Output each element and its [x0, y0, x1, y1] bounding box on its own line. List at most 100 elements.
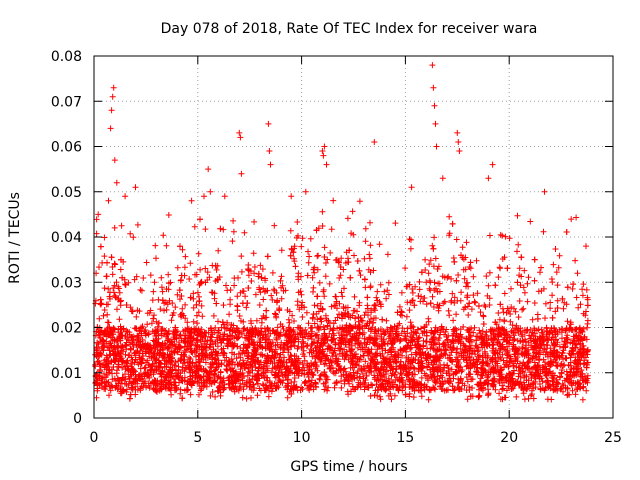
- data-point: [190, 295, 197, 302]
- data-point: [463, 239, 470, 246]
- data-point: [194, 289, 201, 296]
- data-point: [344, 304, 351, 311]
- data-point: [584, 317, 591, 324]
- data-point: [361, 312, 368, 319]
- data-point: [198, 302, 205, 309]
- data-point: [300, 347, 307, 354]
- data-point: [563, 301, 570, 308]
- data-point: [574, 270, 581, 277]
- data-point: [323, 315, 329, 322]
- data-point: [287, 227, 294, 234]
- data-point: [231, 282, 238, 289]
- data-point: [356, 198, 363, 205]
- data-point: [464, 396, 471, 403]
- data-point: [334, 314, 341, 321]
- data-point: [540, 228, 547, 235]
- data-point: [280, 326, 287, 332]
- data-point: [328, 226, 335, 233]
- data-point: [443, 370, 450, 377]
- data-point: [462, 266, 469, 273]
- data-point: [238, 253, 245, 260]
- data-point: [210, 312, 217, 319]
- data-point: [407, 245, 414, 252]
- data-point: [476, 302, 482, 309]
- data-point: [462, 343, 469, 350]
- data-point: [93, 216, 100, 223]
- data-point: [444, 274, 451, 281]
- data-point: [483, 273, 490, 280]
- data-point: [421, 295, 428, 301]
- data-point: [436, 280, 443, 287]
- data-point: [248, 278, 255, 284]
- data-point: [524, 298, 531, 305]
- data-point: [269, 296, 276, 303]
- data-point: [301, 357, 308, 364]
- data-point: [268, 369, 275, 376]
- data-point: [319, 223, 326, 229]
- data-point: [480, 313, 487, 320]
- data-point: [451, 258, 458, 265]
- data-point: [96, 315, 103, 322]
- data-point: [292, 335, 299, 342]
- data-point: [555, 264, 562, 271]
- data-point: [504, 265, 511, 272]
- data-point: [578, 367, 585, 373]
- data-point: [484, 374, 491, 381]
- data-point: [151, 279, 158, 286]
- data-point: [446, 352, 453, 359]
- data-point: [298, 243, 305, 250]
- data-point: [230, 217, 237, 224]
- data-point: [307, 235, 314, 242]
- data-point: [507, 358, 514, 365]
- data-point: [94, 387, 101, 394]
- data-point: [194, 320, 200, 327]
- data-point: [169, 361, 176, 368]
- data-point: [547, 305, 554, 312]
- data-point: [315, 252, 322, 259]
- data-point: [127, 360, 134, 367]
- data-point: [416, 286, 423, 293]
- data-point: [273, 314, 280, 321]
- data-point: [351, 364, 358, 371]
- data-point: [297, 288, 304, 295]
- data-point: [345, 313, 352, 320]
- data-point: [549, 292, 556, 299]
- data-point: [532, 384, 539, 391]
- data-point: [229, 238, 236, 245]
- data-point: [584, 324, 591, 331]
- data-point: [563, 355, 570, 362]
- data-point: [184, 319, 191, 326]
- data-point: [459, 244, 466, 251]
- data-point: [536, 333, 543, 340]
- data-point: [339, 293, 346, 300]
- data-point: [582, 312, 589, 319]
- data-point: [534, 337, 541, 344]
- data-point: [192, 342, 199, 349]
- data-point: [254, 380, 261, 387]
- data-point: [191, 378, 198, 385]
- data-point: [314, 302, 321, 309]
- data-point: [325, 384, 332, 391]
- data-point: [525, 274, 532, 281]
- data-point: [527, 218, 534, 225]
- data-point: [345, 356, 352, 363]
- data-point: [152, 242, 159, 249]
- data-point: [324, 387, 331, 394]
- data-point: [500, 309, 507, 316]
- data-point: [554, 297, 561, 304]
- data-point: [556, 252, 563, 259]
- data-point: [432, 255, 439, 262]
- data-point: [238, 268, 245, 275]
- data-point: [252, 291, 259, 298]
- data-point: [453, 236, 460, 243]
- data-point: [297, 325, 304, 332]
- data-point: [257, 289, 264, 296]
- data-point: [425, 396, 432, 403]
- data-point: [182, 253, 189, 260]
- data-point: [517, 282, 524, 289]
- data-point: [415, 293, 422, 299]
- data-point: [373, 294, 380, 301]
- data-point: [577, 301, 584, 308]
- data-point: [148, 355, 155, 361]
- data-point: [105, 301, 112, 308]
